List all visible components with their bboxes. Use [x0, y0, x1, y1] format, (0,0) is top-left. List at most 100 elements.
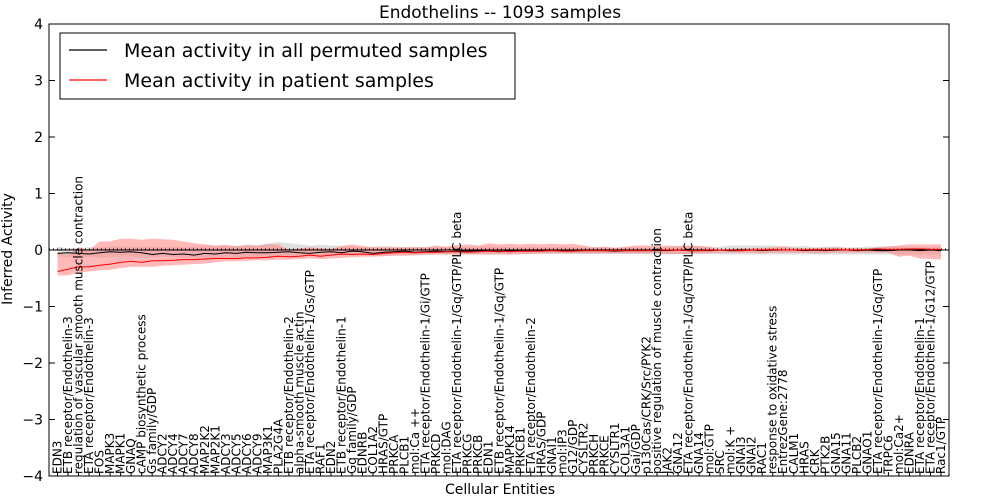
x-tick-label: EntrezGene:2778 [776, 370, 790, 475]
x-tick-label: regulation of vascular smooth muscle con… [72, 176, 86, 474]
y-tick-label: 0 [34, 243, 43, 259]
x-tick-label: PRKCG [461, 434, 475, 474]
x-tick-label: ETA receptor/Endothelin-1/Gq/GTP/PLC bet… [450, 212, 464, 474]
x-tick-label: PRKCE [597, 435, 611, 474]
x-tick-label: positive regulation of muscle contractio… [650, 228, 664, 474]
x-tick-label: ETA receptor/Endothelin-1/G12/GTP [924, 261, 938, 474]
x-tick-label: COL3A1 [619, 426, 633, 474]
series-line-patient [57, 248, 941, 272]
x-tick-label: MAPK14 [503, 425, 517, 474]
x-tick-label: ADCY7 [177, 433, 191, 474]
x-tick-label: CYSLTR2 [576, 423, 590, 474]
x-tick-label: ADCY2 [156, 433, 170, 474]
x-tick-label: MAPK3 [103, 433, 117, 474]
x-tick-label: HRAS/GTP [377, 414, 391, 474]
legend-label-permuted: Mean activity in all permuted samples [124, 40, 487, 62]
y-tick-label: 1 [34, 187, 43, 203]
x-tick-label: GNAQ [124, 438, 138, 474]
series-lines [57, 248, 942, 272]
x-tick-label: PTK2B [818, 436, 832, 474]
x-tick-label: PLA2G4A [271, 418, 285, 474]
x-tick-label: GNAI3 [734, 436, 748, 474]
x-tick-label: PRKCH [587, 434, 601, 474]
y-tick-label: −1 [22, 300, 43, 316]
x-tick-label: PRKCD [429, 434, 443, 474]
x-tick-label: EDN1 [482, 441, 496, 474]
x-tick-label: EDN2 [324, 441, 338, 474]
x-tick-label: PRKCB1 [513, 427, 527, 474]
x-tick-label: Gs family/GDP [145, 388, 159, 474]
chart-title: Endothelins -- 1093 samples [379, 3, 621, 23]
x-tick-label: PRKCB [471, 435, 485, 474]
x-tick-label: GNA15 [829, 432, 843, 474]
x-tick-label: ETA receptor/Endothelin-3 [82, 317, 96, 474]
y-axis-label: Inferred Activity [0, 193, 16, 305]
y-tick-label: 3 [34, 74, 43, 90]
x-tick-label: ADCY8 [187, 433, 201, 474]
x-tick-label: ETB receptor/Endothelin-1 [335, 316, 349, 474]
x-tick-label: mol:DAG [440, 421, 454, 474]
x-tick-label: GNAI1 [545, 436, 559, 474]
x-tick-label: p130Cas/CRK/Src/PYK2 [640, 336, 654, 474]
x-tick-label: SRC [713, 450, 727, 474]
x-tick-label: mol:GTP [703, 424, 717, 474]
x-tick-label: EDNRB [356, 432, 370, 474]
x-tick-label: response to oxidative stress [766, 306, 780, 474]
x-tick-label: ETA receptor/Endothelin-1/Gi/GTP [419, 273, 433, 474]
x-tick-label: EDNRA [902, 431, 916, 474]
x-tick-label: MAP2K2 [198, 425, 212, 474]
x-tick-label: ETA receptor/Endothelin-1/Gq/GTP/PLC bet… [682, 212, 696, 474]
x-tick-label: mol:K + [724, 426, 738, 474]
x-tick-label: ETA receptor/Endothelin-1/Gq/GTP [871, 269, 885, 474]
x-tick-label: cAMP biosynthetic process [135, 314, 149, 474]
legend: Mean activity in all permuted samples Me… [59, 32, 516, 100]
x-tick-label: RAC1 [755, 442, 769, 474]
patient-band [57, 238, 941, 276]
x-tick-label: GNA12 [671, 432, 685, 474]
x-tick-label: Rac1/GTP [934, 417, 948, 474]
x-tick-label: HRAS [797, 441, 811, 474]
y-tick-label: 2 [34, 130, 43, 146]
x-tick-label: ETA receptor/Endothelin-1 [913, 317, 927, 474]
legend-box [59, 32, 516, 100]
x-tick-label: PLCB2 [850, 436, 864, 474]
x-tick-label: GNAI2 [745, 436, 759, 474]
y-tick-label: −2 [22, 356, 43, 372]
x-axis-label: Cellular Entities [445, 482, 555, 498]
x-tick-label: TRPC6 [881, 435, 895, 475]
x-tick-label: ADCY5 [229, 433, 243, 474]
x-tick-label: ADCY6 [240, 433, 254, 474]
x-tick-label: GNA11 [839, 432, 853, 474]
x-tick-label: COL1A2 [366, 426, 380, 474]
x-tick-label: CYSLTR1 [608, 423, 622, 474]
x-tick-label: MAP3K1 [261, 425, 275, 474]
x-tick-label: ETA receptor/Endothelin-1/Gs/GTP [303, 270, 317, 474]
x-tick-label: JAK2 [661, 447, 675, 475]
x-tick-label: FOS [93, 450, 107, 474]
y-tick-label: 4 [34, 17, 43, 33]
y-ticks: 4 3 2 1 0 −1 −2 −3 −4 [22, 17, 949, 485]
x-tick-label: ETB receptor/Endothelin-1/Gq/GTP [492, 268, 506, 474]
x-tick-label: G12/GDP [566, 420, 580, 474]
legend-label-patient: Mean activity in patient samples [124, 70, 434, 92]
x-tick-label: CALM1 [787, 433, 801, 474]
plot-frame [48, 23, 950, 477]
x-tick-label: ADCY3 [219, 433, 233, 474]
x-tick-label: PRKCA [387, 434, 401, 474]
x-tick-label: HRAS/GDP [534, 411, 548, 474]
y-tick-label: −3 [22, 413, 43, 429]
x-tick-label: mol:Ca2+ [892, 414, 906, 474]
x-tick-label: alpha-smooth muscle actin [292, 311, 306, 474]
x-tick-label: ADCY4 [166, 433, 180, 474]
x-tick-label: MAP2K1 [208, 425, 222, 474]
x-tick-label: GNA14 [692, 432, 706, 474]
x-tick-label: mol:IP3 [555, 429, 569, 474]
x-tick-label: ETA receptor/Endothelin-2 [524, 317, 538, 474]
x-tick-label: Gai/GDP [629, 424, 643, 474]
x-tick-label: CRK [808, 448, 822, 474]
x-tick-label: EDN3 [51, 441, 65, 474]
x-tick-label: ETB receptor/Endothelin-3 [61, 316, 75, 474]
x-tick-label: RAF1 [313, 443, 327, 474]
